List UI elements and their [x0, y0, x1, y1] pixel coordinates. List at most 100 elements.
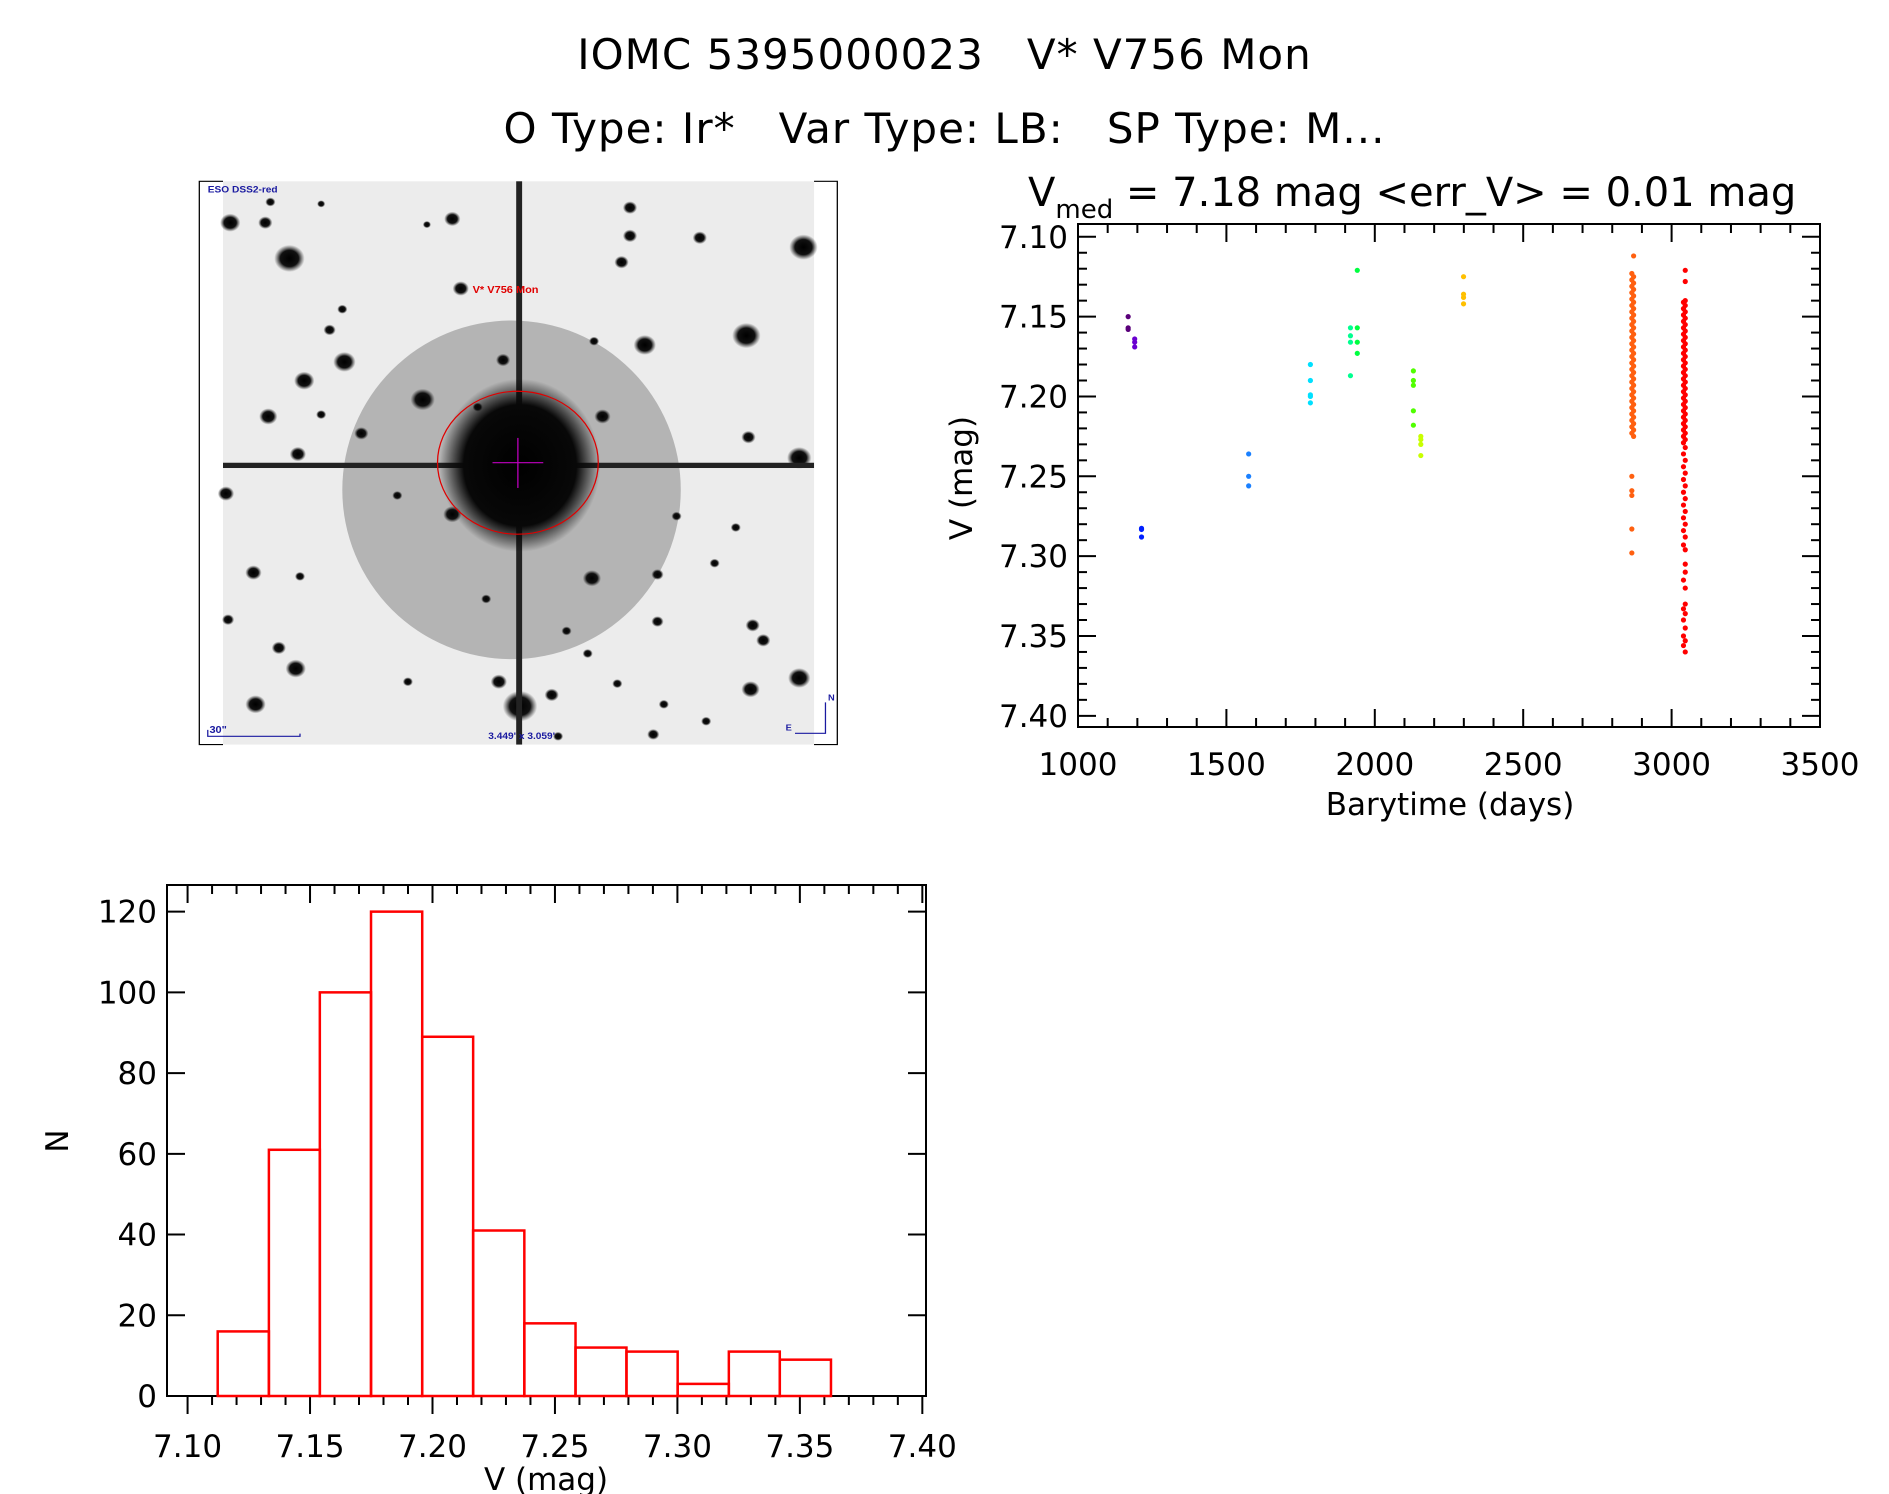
data-point: [1631, 382, 1637, 388]
histogram-bar: [318, 991, 373, 1398]
data-point: [1631, 325, 1637, 331]
y-tick-label: 7.35: [999, 619, 1068, 655]
field-size-label: 3.449' x 3.059': [488, 731, 555, 741]
data-point: [1682, 385, 1688, 392]
scatter-y-label: V (mag): [944, 416, 980, 540]
star: [612, 679, 623, 689]
data-point: [1631, 363, 1637, 369]
data-point: [1682, 392, 1688, 398]
data-point: [1682, 561, 1688, 567]
data-point: [1682, 341, 1688, 347]
data-point: [1410, 377, 1416, 384]
data-point: [1680, 464, 1687, 470]
x-tick-label: 7.25: [520, 1429, 589, 1465]
x-tick-label: 7.20: [398, 1429, 467, 1465]
data-point: [1246, 451, 1252, 457]
histogram-bars: [216, 910, 833, 1398]
compass-north: N: [828, 693, 835, 702]
data-point: [1682, 569, 1688, 575]
data-point: [1682, 373, 1688, 379]
histogram-bar: [574, 1346, 628, 1398]
star: [692, 231, 707, 245]
histogram-bar: [727, 1350, 782, 1398]
data-point: [1682, 417, 1688, 424]
x-tick-label: 1000: [1039, 747, 1118, 783]
data-point: [1246, 473, 1252, 479]
x-tick-label: 2000: [1335, 747, 1414, 783]
star: [614, 255, 629, 269]
star: [410, 388, 435, 411]
y-tick-label: 7.40: [999, 699, 1068, 735]
data-point: [1347, 325, 1354, 331]
data-point: [1682, 347, 1688, 353]
data-point: [1418, 452, 1424, 459]
data-point: [1125, 314, 1131, 320]
data-point: [1631, 401, 1637, 408]
data-point: [1631, 433, 1637, 439]
data-point: [1631, 427, 1637, 433]
data-point: [1680, 633, 1687, 639]
histogram-bar: [676, 1382, 731, 1398]
crosshair-icon: [492, 437, 544, 488]
star: [392, 490, 403, 500]
data-point: [1410, 408, 1416, 414]
data-point: [1631, 408, 1637, 414]
data-point: [1682, 328, 1688, 334]
star: [582, 570, 602, 587]
star: [274, 244, 305, 272]
data-point: [1410, 422, 1416, 428]
data-point: [1682, 625, 1688, 631]
histogram-bar: [778, 1358, 833, 1398]
data-point: [1460, 294, 1467, 301]
star: [741, 681, 760, 698]
x-tick-label: 3500: [1781, 747, 1860, 783]
data-point: [1631, 337, 1637, 344]
y-tick-label: 60: [118, 1137, 157, 1173]
data-point: [1631, 293, 1637, 299]
data-point: [1631, 357, 1637, 363]
data-point: [1631, 318, 1637, 325]
data-point: [1682, 521, 1688, 527]
data-point: [1631, 350, 1637, 356]
data-point: [1682, 315, 1688, 321]
y-tick-label: 7.30: [999, 539, 1068, 575]
data-point: [1682, 302, 1688, 309]
star: [544, 688, 559, 702]
survey-label: ESO DSS2-red: [208, 185, 278, 195]
histogram-bar: [471, 1229, 526, 1398]
star: [294, 371, 315, 390]
star: [333, 351, 356, 372]
star: [671, 511, 682, 521]
data-point: [1680, 606, 1687, 612]
data-point: [1354, 350, 1360, 356]
data-point: [1680, 527, 1687, 534]
data-point: [1347, 333, 1354, 339]
data-point: [1682, 278, 1688, 285]
star: [317, 200, 326, 208]
scale-bar-label: 30": [209, 725, 226, 735]
data-point: [1682, 267, 1688, 273]
data-point: [1629, 473, 1635, 479]
star: [730, 522, 741, 532]
data-point: [1347, 373, 1354, 379]
histogram-bar: [369, 910, 424, 1398]
data-point: [1410, 368, 1416, 374]
data-point: [1682, 496, 1688, 502]
data-point: [1410, 382, 1416, 388]
data-point: [1680, 542, 1687, 548]
x-tick-label: 2500: [1484, 747, 1563, 783]
data-point: [1631, 274, 1637, 280]
scatter-points: [1125, 253, 1688, 655]
data-point: [1354, 267, 1360, 273]
histogram-bar: [625, 1350, 679, 1398]
data-point: [1631, 344, 1637, 350]
scatter-x-label: Barytime (days): [1326, 787, 1575, 823]
header-vmed: V: [1028, 170, 1056, 216]
data-point: [1631, 253, 1637, 259]
data-point: [1631, 414, 1637, 420]
star: [452, 281, 469, 296]
data-point: [1682, 483, 1688, 489]
scatter-header: Vmed = 7.18 mag <err_V> = 0.01 mag: [1028, 170, 1796, 225]
histogram-y-label: N: [40, 1129, 76, 1152]
